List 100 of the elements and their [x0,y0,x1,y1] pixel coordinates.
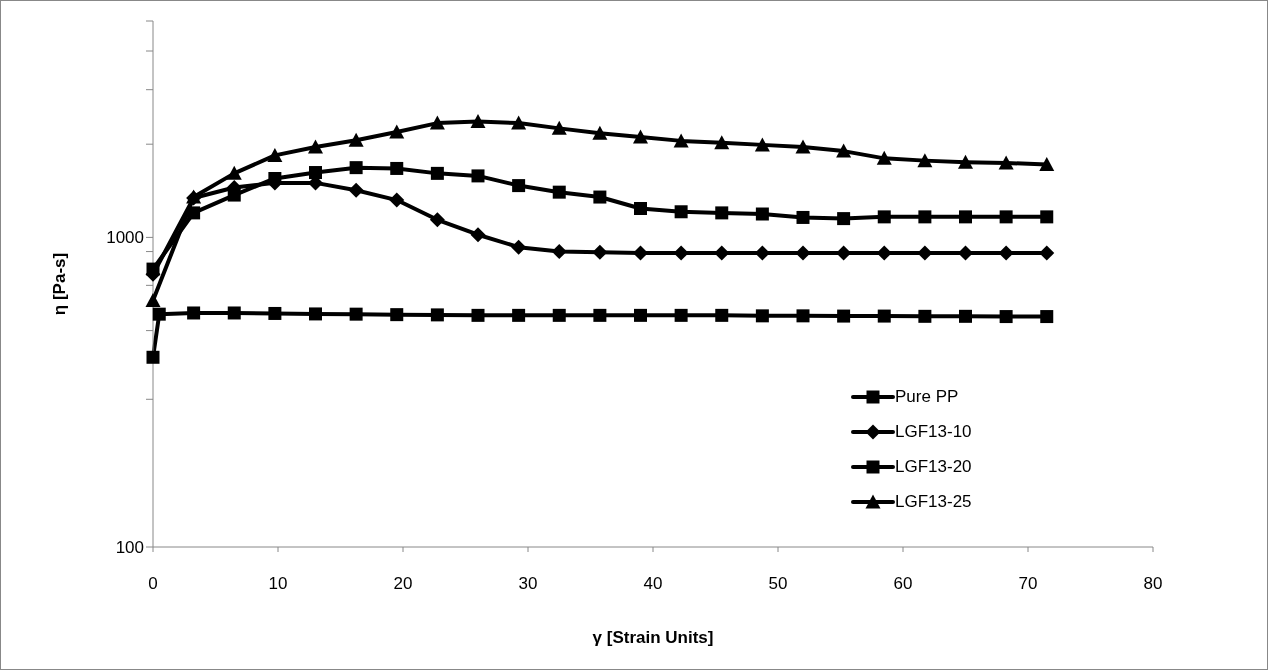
x-tick-label: 10 [268,574,288,594]
point [389,124,405,139]
point [226,165,242,180]
y-axis-title: η [Pa-s] [50,252,70,316]
point [918,309,932,323]
point [877,309,891,323]
point [633,129,648,144]
x-tick-label: 70 [1018,574,1038,594]
point [512,179,526,193]
point [348,182,364,198]
point [429,212,445,228]
x-tick-label: 20 [393,574,413,594]
point [715,206,729,220]
x-tick-label: 60 [893,574,913,594]
point [754,137,770,152]
point [836,143,852,158]
point [918,210,932,224]
legend-label: LGF13-10 [895,421,972,442]
point [511,115,527,130]
legend-label: LGF13-25 [895,491,972,512]
point [837,309,851,323]
point [998,155,1014,170]
point [795,139,811,154]
point [349,307,363,321]
point [470,227,486,243]
point [674,205,688,219]
point [917,245,933,261]
point [429,115,445,130]
point [430,308,444,322]
point [634,201,647,215]
point [187,306,201,320]
y-tick-label: 100 [115,538,144,558]
x-axis-title: γ [Strain Units] [592,628,714,647]
point [998,245,1014,261]
point [551,120,567,135]
legend-label: LGF13-20 [895,456,972,477]
point [390,308,404,322]
point [551,244,567,260]
point [227,306,241,320]
point [876,150,892,165]
point [917,153,933,168]
point [714,245,730,261]
point [471,169,485,183]
point [959,309,972,323]
point [795,245,811,261]
point [268,306,282,320]
point [227,188,241,202]
point [1039,245,1055,261]
y-tick-label: 1000 [106,228,144,248]
point [511,239,527,255]
point [592,244,608,260]
point [309,166,322,180]
legend-label: Pure PP [895,386,959,407]
point [552,308,566,322]
point [146,262,160,276]
point [389,192,405,208]
point [1040,210,1054,224]
point [876,245,892,261]
x-tick-label: 40 [643,574,663,594]
point [755,207,769,221]
point [390,161,404,175]
point [999,310,1013,324]
point [674,308,688,322]
point [592,125,608,140]
x-tick-label: 30 [518,574,538,594]
point [1039,156,1055,171]
point [673,245,689,261]
point [796,210,810,224]
point [187,206,201,220]
point [593,190,607,204]
point [1040,310,1054,324]
point [634,308,647,322]
point [714,135,730,150]
point [512,308,526,322]
point [152,307,166,321]
point [999,210,1013,224]
point [267,147,283,162]
point [958,154,973,169]
point [552,185,566,199]
point [633,245,648,261]
point [348,132,364,147]
x-tick-label: 50 [768,574,788,594]
point [471,308,485,322]
point [593,308,607,322]
point [349,161,363,175]
point [755,309,769,323]
point [309,307,322,321]
point [145,293,161,308]
point [837,212,851,226]
x-tick-label: 0 [148,574,158,594]
point [958,245,973,261]
point [959,210,972,224]
x-tick-label: 80 [1143,574,1163,594]
point [430,166,444,180]
point [146,350,160,364]
point [470,113,486,128]
point [673,133,689,148]
point [715,308,729,322]
point [308,139,323,154]
point [877,210,891,224]
